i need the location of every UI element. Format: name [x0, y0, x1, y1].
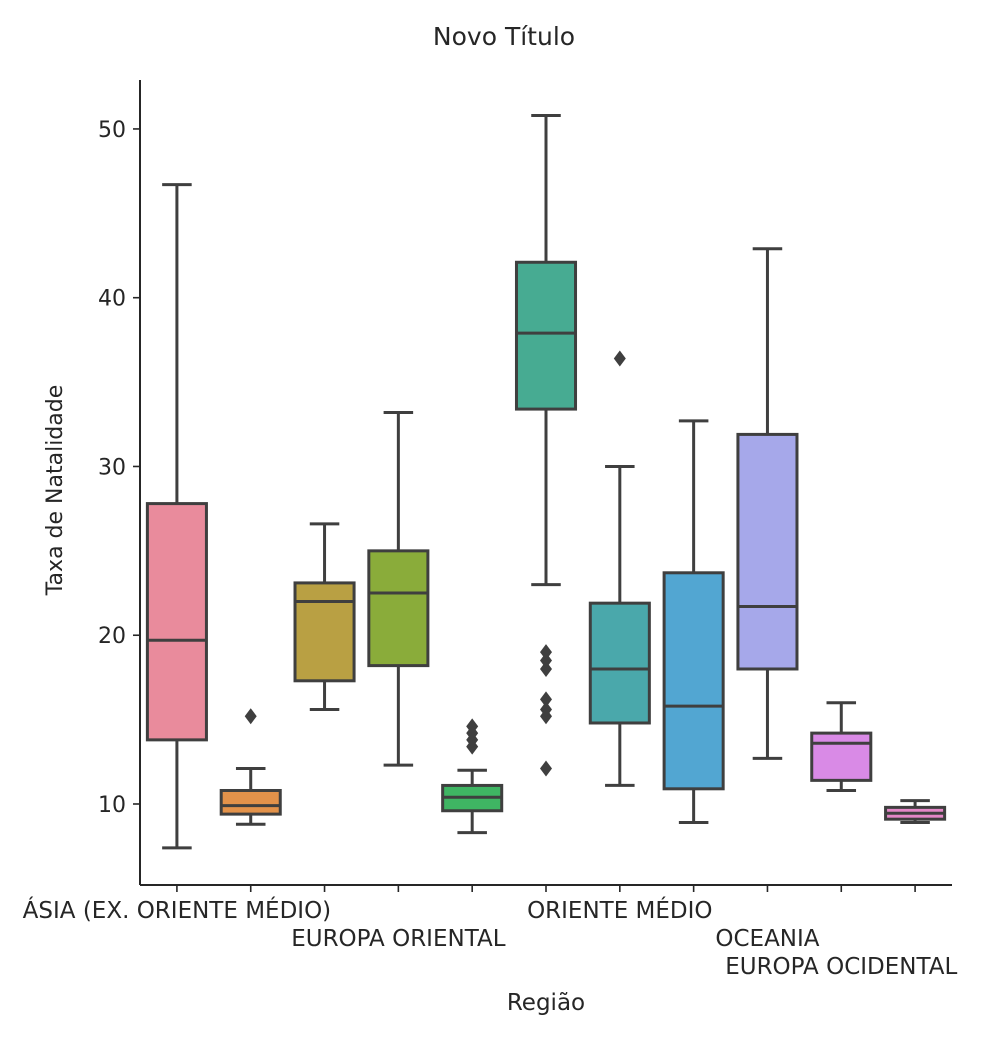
- box: [736, 432, 799, 671]
- x-tick-label: EUROPA ORIENTAL: [291, 926, 505, 952]
- y-tick-label: 40: [98, 287, 126, 312]
- x-axis-label: Região: [507, 990, 585, 1016]
- box: [293, 581, 356, 683]
- y-tick-label: 50: [98, 118, 126, 143]
- outlier-point: [244, 708, 257, 725]
- box: [514, 260, 578, 411]
- box: [367, 549, 430, 668]
- y-tick-label: 20: [98, 624, 126, 649]
- outlier-point: [466, 718, 479, 735]
- outlier-point: [540, 644, 552, 661]
- outlier-point: [540, 652, 552, 669]
- outlier-point: [540, 691, 552, 708]
- x-tick-label: EUROPA OCIDENTAL: [725, 954, 957, 980]
- box: [588, 601, 651, 725]
- outlier-point: [540, 760, 552, 777]
- box: [810, 731, 873, 782]
- y-tick-label: 10: [98, 793, 126, 818]
- outlier-point: [613, 350, 626, 367]
- box: [219, 788, 282, 816]
- box: [145, 502, 208, 742]
- x-tick-label: ÁSIA (EX. ORIENTE MÉDIO): [23, 896, 332, 924]
- outlier-point: [540, 660, 552, 677]
- chart-title: Novo Título: [433, 22, 575, 51]
- x-tick-label: OCEANIA: [715, 926, 819, 952]
- outlier-point: [540, 701, 552, 718]
- x-tick-label: ORIENTE MÉDIO: [527, 896, 712, 924]
- box: [662, 571, 725, 791]
- y-tick-label: 30: [98, 455, 126, 480]
- y-axis-label: Taxa de Natalidade: [43, 385, 68, 596]
